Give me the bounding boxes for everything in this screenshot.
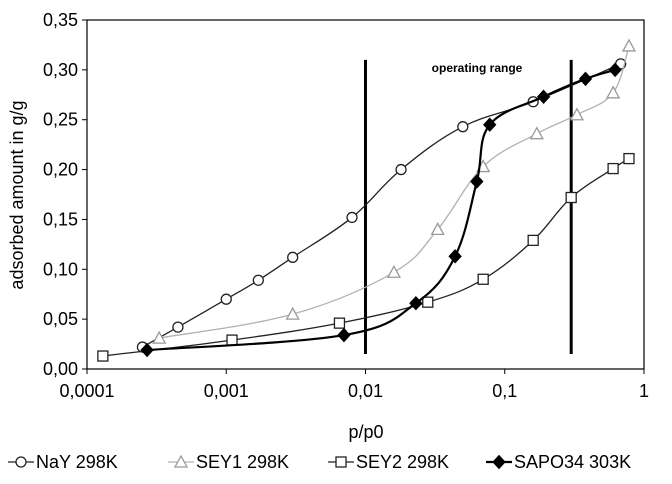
series-line <box>146 68 616 352</box>
data-point <box>623 152 635 165</box>
x-tick-label: 0,0001 <box>59 381 114 401</box>
data-point <box>386 264 402 278</box>
series-2 <box>97 152 635 362</box>
data-point <box>220 293 232 305</box>
legend-label: SAPO34 303K <box>514 452 631 472</box>
x-axis-title: p/p0 <box>348 422 383 442</box>
y-tick-label: 0,20 <box>43 160 78 180</box>
y-tick-label: 0,05 <box>43 309 78 329</box>
series-0 <box>136 58 627 353</box>
y-tick-label: 0,25 <box>43 110 78 130</box>
series-line <box>142 63 621 348</box>
data-point <box>606 85 621 99</box>
legend-swatch-marker <box>15 456 27 468</box>
y-tick-label: 0,35 <box>43 10 78 30</box>
legend-label: SEY1 298K <box>196 452 289 472</box>
data-point <box>140 342 154 358</box>
data-point <box>395 163 407 176</box>
legend-swatch-marker <box>335 456 347 468</box>
data-point <box>226 334 238 346</box>
data-point <box>287 251 299 263</box>
annotation-operating-range: operating range <box>432 61 523 75</box>
series-1 <box>152 38 637 344</box>
data-point <box>578 71 593 87</box>
x-tick-label: 0,001 <box>204 381 249 401</box>
legend-label: SEY2 298K <box>356 452 449 472</box>
data-point <box>536 89 551 105</box>
data-point <box>152 330 167 344</box>
data-point <box>252 274 264 286</box>
data-point <box>430 222 445 236</box>
x-tick-label: 0,1 <box>492 381 517 401</box>
legend-swatch-marker <box>492 454 506 470</box>
data-point <box>569 107 585 121</box>
data-point <box>448 249 462 264</box>
legend-swatch-marker <box>173 454 189 468</box>
data-point <box>607 162 619 175</box>
y-tick-label: 0,00 <box>43 359 78 379</box>
legend-label: NaY 298K <box>36 452 118 472</box>
data-point <box>422 296 434 308</box>
y-tick-label: 0,30 <box>43 60 78 80</box>
data-point <box>457 121 469 133</box>
y-axis-title: adsorbed amount in g/g <box>7 100 27 289</box>
axis-ticks: 0,00 0,05 0,10 0,15 0,20 0,25 0,30 0,35 0,0001 0,… <box>43 10 649 401</box>
x-tick-label: 1 <box>639 381 649 401</box>
data-point <box>337 327 351 343</box>
y-tick-label: 0,15 <box>43 209 78 229</box>
data-point <box>477 273 489 285</box>
data-point <box>470 174 484 189</box>
data-point <box>483 117 497 132</box>
operating-range-lines <box>364 59 573 355</box>
data-point <box>608 62 622 78</box>
y-tick-label: 0,10 <box>43 259 78 279</box>
data-point <box>409 295 423 311</box>
data-point <box>172 321 184 333</box>
data-point <box>621 38 637 52</box>
data-point <box>527 234 539 247</box>
data-point <box>97 350 109 362</box>
x-tick-label: 0,01 <box>348 381 383 401</box>
series-3 <box>140 62 622 358</box>
data-point <box>285 306 300 320</box>
data-point <box>333 317 346 329</box>
series-layer <box>97 38 637 362</box>
data-point <box>346 211 358 224</box>
legend: NaY 298K SEY1 298K SEY2 298K SAPO34 303K <box>8 452 631 472</box>
data-point <box>529 126 544 140</box>
data-point <box>565 191 577 204</box>
